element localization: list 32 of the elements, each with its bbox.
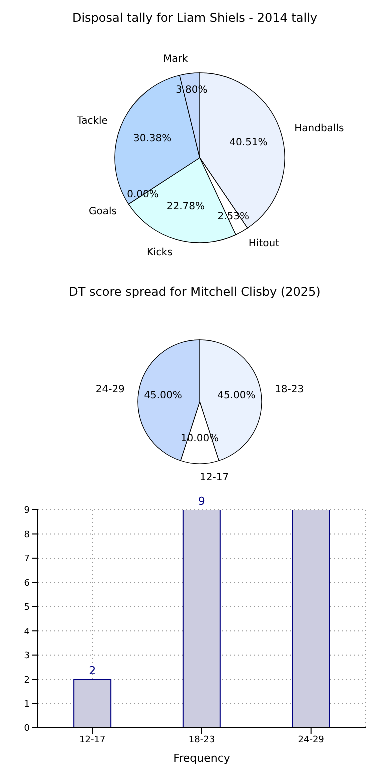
slice-label: Kicks	[146, 248, 173, 259]
x-tick-label: 18-23	[188, 735, 216, 746]
x-tick-label: 12-17	[80, 735, 106, 746]
slice-label: Tackle	[76, 116, 108, 127]
slice-label: Mark	[164, 54, 188, 66]
data-label: 30.38%	[134, 134, 172, 145]
category-label: Goals	[89, 206, 118, 218]
x-tick-label: 24-29	[298, 735, 325, 746]
y-tick-label: 9	[24, 506, 30, 516]
y-tick-label: 7	[24, 554, 30, 565]
data-label: 22.78%	[166, 202, 206, 213]
chart-title: Disposal tally for Liam Shiels - 2014 tally	[71, 10, 319, 27]
slice-label: Handballs	[294, 123, 344, 134]
data-label: 40.51%	[230, 138, 268, 149]
y-tick-label: 4	[24, 627, 30, 638]
y-tick-label: 3	[24, 652, 30, 662]
y-tick-label: 2	[24, 676, 30, 686]
slice-label: 24-29	[96, 384, 125, 396]
y-tick-label: 6	[24, 578, 30, 589]
slice-label: Hitout	[248, 238, 280, 250]
slice-label: 18-23	[275, 384, 304, 396]
slice-label: 12-17	[200, 472, 230, 484]
y-tick-label: 0	[24, 724, 30, 734]
chart-title: DT score spread for Mitchell Clisby (2025)	[68, 284, 322, 301]
x-axis-title: Frequency	[174, 752, 231, 765]
y-tick-label: 8	[24, 530, 30, 540]
data-label: 2	[89, 664, 96, 678]
data-label: 9	[198, 495, 206, 508]
data-label: 45.00%	[144, 390, 182, 402]
y-tick-label: 1	[24, 700, 30, 710]
y-tick-label: 5	[24, 603, 30, 614]
data-label: 45.00%	[218, 390, 256, 402]
